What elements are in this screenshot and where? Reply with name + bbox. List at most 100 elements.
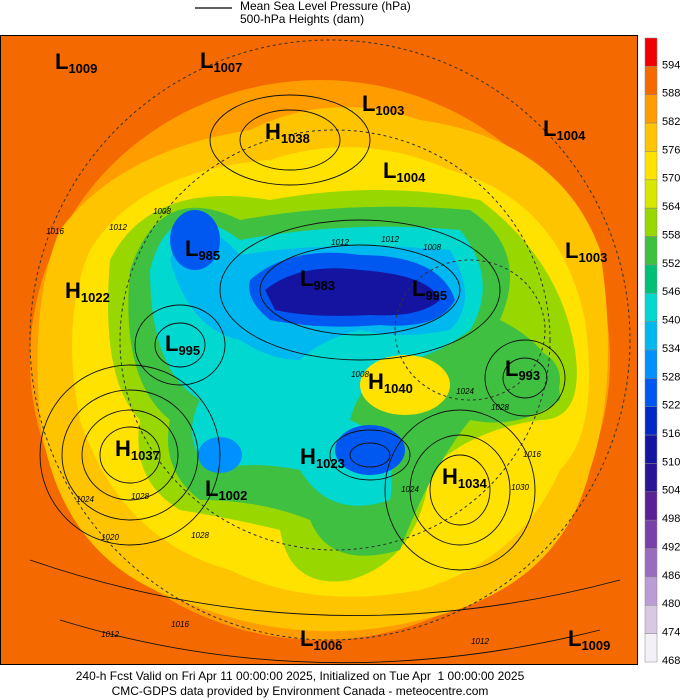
pressure-center: H1040 — [368, 369, 413, 397]
colorbar-label: 582 — [662, 116, 680, 128]
center-value: 1003 — [578, 250, 607, 265]
isobar-label: 1012 — [101, 630, 119, 639]
colorbar-cell — [644, 605, 658, 634]
field-552 — [500, 350, 560, 410]
isobar-label: 1016 — [171, 620, 189, 629]
colorbar-cell — [644, 378, 658, 407]
pressure-center: L1009 — [55, 49, 97, 77]
isobar-label: 1030 — [511, 483, 529, 492]
center-type: L — [205, 476, 218, 501]
isobar-label: 1016 — [46, 227, 64, 236]
center-value: 1004 — [396, 170, 426, 185]
pressure-center: L993 — [505, 356, 540, 384]
center-type: L — [200, 48, 213, 73]
colorbar-cell — [644, 94, 658, 124]
colorbar-label: 486 — [662, 570, 680, 582]
isobar-label: 1012 — [331, 238, 349, 247]
isobar-label: 1012 — [381, 235, 399, 244]
center-value: 1038 — [281, 131, 310, 146]
center-type: L — [55, 49, 68, 74]
colorbar-cell — [644, 434, 658, 464]
isobar-label: 1024 — [401, 485, 419, 494]
center-value: 1034 — [458, 476, 488, 491]
isobar-label: 1008 — [351, 370, 369, 379]
height-field — [0, 35, 638, 665]
colorbar-label: 474 — [662, 627, 680, 639]
colorbar-label: 558 — [662, 229, 680, 241]
colorbar-cell — [644, 463, 658, 493]
footer-text: CMC-GDPS data provided by Environment Ca… — [112, 684, 489, 698]
pressure-center: L1004 — [543, 116, 586, 144]
center-type: L — [505, 356, 518, 381]
center-value: 993 — [518, 368, 540, 383]
field-510 — [265, 268, 440, 316]
isobar-label: 1028 — [191, 531, 209, 540]
colorbar-cell — [644, 349, 658, 379]
colorbar-cell — [644, 236, 658, 266]
center-type: H — [300, 444, 316, 469]
center-value: 1040 — [384, 381, 413, 396]
isobar-label: 1024 — [456, 387, 474, 396]
center-value: 1023 — [316, 456, 345, 471]
latitude-circle — [29, 39, 631, 641]
center-value: 1006 — [313, 638, 342, 653]
colorbar-label: 588 — [662, 88, 680, 100]
colorbar-label: 540 — [662, 315, 680, 327]
colorbar-cell — [644, 122, 658, 152]
center-type: L — [300, 626, 313, 651]
pressure-center: L1006 — [300, 626, 342, 654]
colorbar-label: 480 — [662, 598, 680, 610]
colorbar-cell — [644, 321, 658, 351]
colorbar-label: 564 — [662, 201, 680, 213]
field-522 — [170, 210, 220, 270]
colorbar-label: 504 — [662, 485, 680, 497]
isobar-label: 1028 — [491, 403, 509, 412]
pressure-center: H1037 — [115, 436, 160, 464]
colorbar-cell — [644, 293, 658, 322]
colorbar-cell — [644, 519, 658, 549]
center-type: L — [565, 238, 578, 263]
map-frame — [0, 35, 638, 665]
isobar-label: 1008 — [153, 207, 171, 216]
center-type: L — [412, 276, 425, 301]
pressure-center: L1004 — [383, 158, 426, 186]
center-value: 1022 — [81, 290, 110, 305]
center-value: 995 — [178, 343, 200, 358]
colorbar-cell — [644, 151, 658, 181]
pressure-center: H1022 — [65, 278, 110, 306]
center-value: 995 — [425, 288, 447, 303]
center-value: 1007 — [213, 60, 242, 75]
center-type: H — [65, 278, 81, 303]
field-570 — [360, 355, 450, 415]
pressure-center: L1009 — [568, 626, 610, 654]
center-type: L — [543, 116, 556, 141]
colorbar-label: 510 — [662, 456, 680, 468]
colorbar-cell — [644, 66, 658, 95]
colorbar-cell — [644, 491, 658, 521]
isobar-label: 1028 — [131, 492, 149, 501]
center-value: 1003 — [375, 103, 404, 118]
colorbar-label: 570 — [662, 173, 680, 185]
pressure-center: L1007 — [200, 48, 242, 76]
isobar-label: 1012 — [109, 223, 127, 232]
center-type: H — [115, 436, 131, 461]
legend-label: 500-hPa Heights (dam) — [240, 12, 364, 26]
center-type: L — [383, 158, 396, 183]
center-type: L — [568, 626, 581, 651]
center-type: L — [300, 266, 313, 291]
colorbar-label: 534 — [662, 343, 680, 355]
center-value: 1002 — [218, 488, 247, 503]
center-value: 1009 — [581, 638, 610, 653]
isobar-label: 1012 — [471, 637, 489, 646]
isobar-label: 1008 — [423, 243, 441, 252]
center-value: 1037 — [131, 448, 160, 463]
pressure-center: L1003 — [565, 238, 607, 266]
footer-text: 240-h Fcst Valid on Fri Apr 11 00:00:00 … — [76, 669, 525, 683]
center-value: 1004 — [556, 128, 586, 143]
latitude-circle — [394, 259, 546, 401]
pressure-center: L995 — [412, 276, 447, 304]
colorbar-label: 528 — [662, 371, 680, 383]
pressure-center: H1034 — [442, 464, 488, 492]
colorbar-label: 516 — [662, 428, 680, 440]
